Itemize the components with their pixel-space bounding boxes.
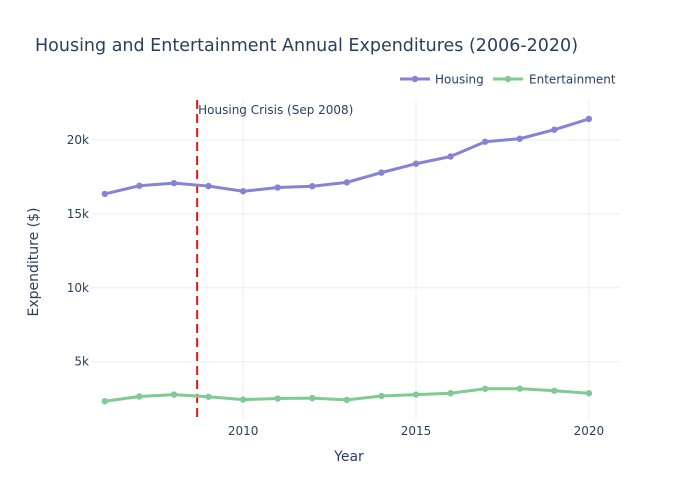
data-point [412, 391, 420, 398]
data-point [585, 390, 593, 397]
annotations: Housing Crisis (Sep 2008) [196, 100, 353, 422]
series-housing [101, 115, 593, 198]
data-point [378, 392, 385, 400]
data-point [136, 182, 143, 189]
data-point [516, 135, 523, 142]
data-point [205, 182, 212, 190]
data-point [481, 385, 489, 392]
data-point [481, 138, 489, 145]
y-tick-label: 5k [74, 355, 89, 369]
data-point [343, 396, 351, 404]
data-point [101, 190, 109, 198]
legend-item-entertainment: Entertainment [493, 73, 616, 87]
x-tick-label: 2020 [574, 424, 605, 438]
data-point [447, 390, 454, 397]
y-tick-label: 10k [67, 281, 89, 295]
data-point [412, 160, 420, 167]
data-point [136, 393, 143, 400]
data-point [343, 179, 351, 186]
data-point [309, 183, 316, 190]
data-point [585, 115, 593, 123]
y-axis-label: Expenditure ($) [26, 208, 42, 317]
data-point [516, 385, 523, 392]
series-entertainment [101, 385, 593, 405]
legend-label: Housing [435, 73, 484, 87]
chart-title: Housing and Entertainment Annual Expendi… [35, 36, 578, 56]
x-tick-label: 2015 [401, 424, 432, 438]
data-point [101, 398, 109, 405]
data-point [170, 179, 178, 187]
data-point [170, 391, 178, 398]
data-point [378, 169, 385, 176]
legend-label: Entertainment [529, 73, 616, 87]
data-point [239, 188, 247, 195]
data-point [447, 153, 454, 160]
data-point [274, 395, 281, 402]
data-point [309, 394, 316, 402]
data-point [551, 387, 558, 394]
x-axis-label: Year [333, 449, 364, 465]
series-layer [101, 115, 593, 405]
data-point [239, 396, 247, 403]
axis-ticks: 2010 2015 2020 5k 10k 15k 20k [67, 133, 604, 438]
data-point [205, 393, 212, 400]
y-tick-label: 15k [67, 207, 89, 221]
data-point [274, 184, 281, 191]
grid-lines [91, 100, 620, 420]
legend-swatch-marker [411, 75, 419, 83]
x-tick-label: 2010 [228, 424, 259, 438]
legend-swatch-marker [504, 75, 512, 83]
annotation-label: Housing Crisis (Sep 2008) [198, 103, 353, 117]
data-point [551, 126, 558, 133]
legend-item-housing: Housing [400, 73, 484, 87]
y-tick-label: 20k [67, 133, 89, 147]
legend: Housing Entertainment [400, 73, 616, 87]
